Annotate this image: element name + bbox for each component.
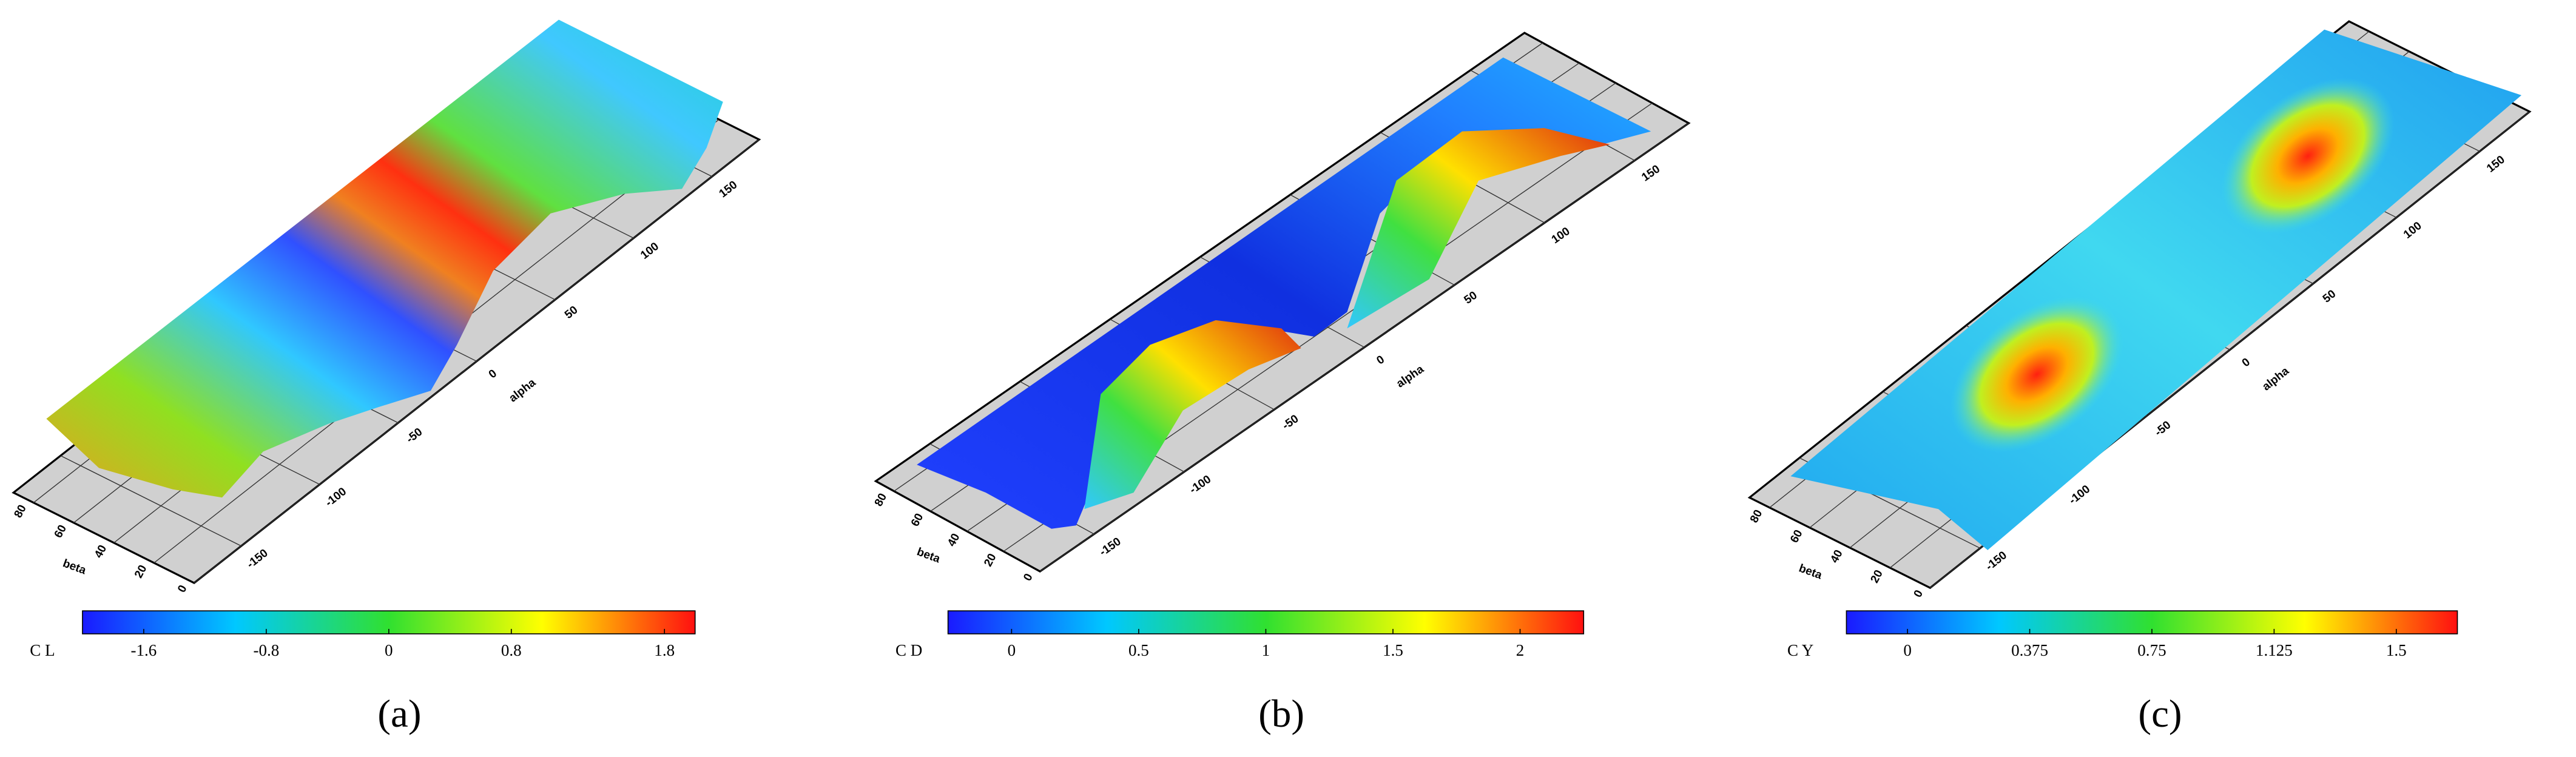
x-tick-label: 50 [1462, 289, 1480, 307]
x-tick-label: -150 [1097, 535, 1124, 559]
x-tick-label: -50 [404, 426, 425, 446]
y-tick-label: 0 [1912, 588, 1926, 599]
x-tick-label: -150 [244, 547, 271, 571]
y-tick-label: 20 [132, 563, 149, 580]
x-tick-label: 150 [717, 178, 740, 200]
colorbar-tick-label: 0 [385, 641, 393, 659]
y-axis-label: beta [61, 557, 88, 577]
grid-line [194, 139, 760, 584]
x-axis-label: alpha [2260, 365, 2291, 394]
colorbar-tick-label: -1.6 [131, 641, 157, 659]
y-tick-label: 80 [1748, 508, 1765, 525]
y-tick-label: 80 [872, 491, 889, 508]
colorbar-label: C L [30, 641, 55, 659]
surface-peak [1084, 320, 1301, 510]
x-tick-label: 100 [638, 240, 661, 262]
colorbar-tick-label: 0.375 [2011, 641, 2048, 659]
y-tick-label: 0 [1021, 571, 1035, 583]
x-tick-label: 50 [562, 304, 581, 322]
colorbar-tick-label: 0.8 [501, 641, 522, 659]
y-tick-label: 40 [92, 543, 109, 560]
colorbar-tick-label: -0.8 [253, 641, 279, 659]
x-tick-label: 0 [1374, 353, 1387, 367]
panel-label: (a) [377, 692, 421, 736]
colorbar-tick-label: 1.5 [2386, 641, 2407, 659]
grid-line [1039, 123, 1689, 572]
x-tick-label: -100 [323, 485, 349, 510]
panel-label: (b) [1258, 692, 1304, 736]
y-tick-label: 20 [982, 551, 999, 568]
y-tick-label: 40 [1828, 548, 1845, 565]
colorbar-tick-label: 1.5 [1383, 641, 1403, 659]
panel-label: (c) [2138, 692, 2182, 736]
y-tick-label: 60 [1788, 528, 1805, 545]
colorbar-tick-label: 2 [1516, 641, 1525, 659]
y-tick-label: 0 [175, 583, 189, 594]
x-tick-label: -100 [1187, 473, 1213, 497]
surface [46, 19, 723, 498]
x-tick-label: 0 [487, 367, 499, 381]
surface-peak [1950, 296, 2124, 453]
x-tick-label: -50 [2153, 419, 2173, 439]
y-tick-label: 20 [1868, 568, 1885, 585]
x-axis-label: alpha [1394, 363, 1426, 391]
surface [917, 57, 1651, 529]
x-tick-label: 150 [2484, 153, 2507, 175]
surface-peak [1347, 128, 1610, 329]
y-axis-label: beta [915, 545, 942, 565]
colorbar-tick-label: 1.125 [2256, 641, 2293, 659]
colorbar-label: C Y [1787, 641, 1813, 659]
x-tick-label: 100 [1549, 225, 1573, 246]
x-tick-label: -150 [1983, 549, 2009, 573]
surface-peak [2221, 78, 2395, 234]
x-tick-label: 50 [2321, 288, 2339, 306]
y-tick-label: 60 [52, 523, 69, 540]
x-tick-label: 100 [2401, 220, 2424, 241]
surfaces [46, 19, 2522, 550]
y-tick-label: 60 [909, 511, 926, 528]
y-tick-label: 80 [12, 503, 29, 520]
y-tick-label: 40 [945, 531, 962, 548]
x-tick-label: -50 [1280, 412, 1301, 432]
y-axis-label: beta [1797, 562, 1824, 582]
x-tick-label: -100 [2066, 483, 2092, 507]
grid-line [60, 455, 241, 547]
x-axis-label: alpha [507, 376, 538, 405]
surface [1790, 29, 2522, 550]
colorbar-tick-label: 0 [1903, 641, 1912, 659]
colorbar-tick-label: 0.75 [2137, 641, 2166, 659]
colorbar-tick-label: 1.8 [654, 641, 675, 659]
colorbar-tick-label: 0 [1008, 641, 1016, 659]
x-tick-label: 0 [2240, 355, 2253, 369]
colorbar-label: C D [895, 641, 922, 659]
colorbar-tick-label: 0.5 [1128, 641, 1149, 659]
x-tick-label: 150 [1639, 163, 1662, 184]
colorbar-tick-label: 1 [1262, 641, 1270, 659]
